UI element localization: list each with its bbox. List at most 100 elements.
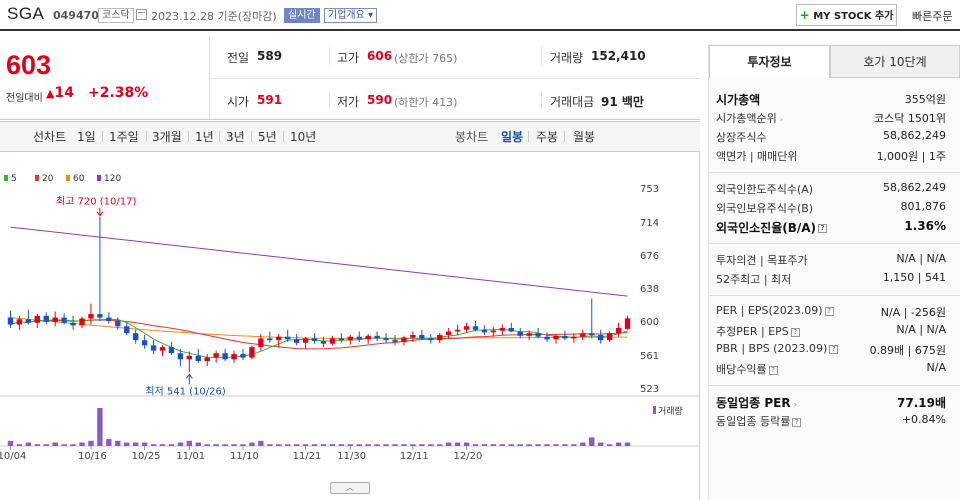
dividend-row: 배당수익률? N/A: [716, 361, 946, 380]
foreign-hold-row: 외국인보유주식수(B) 801,876: [716, 200, 946, 219]
volume-bar: [186, 440, 193, 446]
candle-body: [383, 338, 389, 341]
opinion-label: 투자의견 | 목표주가: [716, 254, 808, 267]
volume-bar: [580, 442, 586, 446]
realtime-button[interactable]: 실시간: [284, 8, 320, 23]
candle-body: [544, 336, 550, 340]
low-value: 590: [367, 93, 393, 107]
market-cap-rank-row: 시가총액순위 › 코스닥 1501위: [716, 110, 946, 129]
period-tab-1y[interactable]: 1년: [195, 130, 214, 144]
candle-body: [517, 331, 523, 336]
candle-body: [615, 328, 622, 334]
change-amount: ▲14: [46, 85, 74, 101]
candle-tab-weekly[interactable]: 주봉: [536, 130, 559, 144]
candle-body: [285, 336, 291, 340]
prev-close-value: 589: [257, 49, 283, 63]
candle-body: [338, 338, 345, 341]
amount-value: 91 백만: [601, 95, 644, 109]
candle-body: [410, 334, 416, 338]
expand-chart-handle[interactable]: ︿: [330, 482, 370, 494]
price-chart[interactable]: 5 20 60 120 753 714 676 638 600 561 523 최고 720 (10/…: [0, 152, 700, 500]
volume-legend-label: 거래량: [658, 405, 683, 417]
candle-body: [52, 317, 58, 322]
chevron-right-icon[interactable]: ›: [779, 115, 783, 124]
volume-bar: [249, 442, 255, 446]
period-tab-3y[interactable]: 3년: [226, 130, 245, 144]
volume-bar: [115, 440, 121, 446]
low-label: 저가: [337, 95, 360, 109]
volume-bar: [481, 444, 488, 446]
candle-body: [598, 334, 604, 341]
candle-body: [571, 336, 577, 339]
chevron-right-icon[interactable]: ›: [793, 400, 797, 409]
period-tab-3m[interactable]: 3개월: [152, 130, 182, 144]
tab-orderbook[interactable]: 호가 10단계: [830, 45, 960, 78]
period-tab-5y[interactable]: 5년: [258, 130, 277, 144]
week52-label: 52주최고 | 최저: [716, 273, 792, 286]
volume-bar: [16, 444, 23, 446]
market-cap-rank-label: 시가총액순위 ›: [716, 110, 783, 126]
tab-invest-info[interactable]: 투자정보: [709, 45, 830, 78]
candle-tab-monthly[interactable]: 월봉: [573, 130, 596, 144]
market-cap-rank-value: 코스닥 1501위: [874, 112, 946, 125]
volume-bar: [589, 437, 595, 446]
quick-order-link[interactable]: 빠른주문: [912, 10, 953, 23]
legend-label-ma120: 120: [104, 174, 121, 184]
change-rate: +2.38%: [88, 85, 149, 101]
company-info-dropdown[interactable]: 기업개요 ▾: [324, 8, 377, 23]
volume-bar: [383, 444, 389, 446]
volume-bar: [258, 440, 264, 446]
volume-bar: [150, 444, 157, 446]
x-tick-label: 11/21: [293, 451, 322, 462]
candle-body: [329, 338, 336, 344]
foreign-limit-row: 외국인한도주식수(A) 58,862,249: [716, 181, 946, 200]
candle-tab-daily[interactable]: 일봉: [501, 130, 524, 144]
help-icon[interactable]: ?: [792, 417, 802, 427]
candle-body: [463, 326, 470, 330]
week52-value: 1,150 | 541: [882, 271, 946, 284]
volume-bar: [132, 442, 139, 446]
tab-separator: [188, 131, 189, 142]
volume-bar: [204, 444, 210, 446]
volume-bar: [285, 444, 291, 446]
opinion-value: N/A | N/A: [896, 252, 946, 265]
candle-body: [320, 341, 327, 344]
volume-bar: [606, 444, 613, 446]
volume-bar: [347, 444, 353, 446]
market-cap-row: 시가총액 355억원: [716, 91, 946, 110]
candle-body: [553, 335, 559, 340]
stock-name: SGA: [7, 4, 45, 23]
foreign-hold-value: 801,876: [900, 200, 947, 213]
help-icon[interactable]: ?: [790, 327, 800, 337]
tab-separator: [102, 131, 103, 142]
period-tab-1d[interactable]: 1일: [77, 130, 96, 144]
help-icon[interactable]: ?: [829, 344, 839, 354]
period-tab-10y[interactable]: 10년: [290, 130, 317, 144]
ma60-line: [10, 317, 628, 339]
help-icon[interactable]: ?: [768, 365, 778, 375]
calendar-icon: [136, 9, 147, 20]
mystock-add-button[interactable]: + MY STOCK 추가: [796, 4, 897, 26]
volume-bar: [267, 444, 273, 446]
prev-close-label: 전일: [227, 51, 250, 65]
panel-divider: [709, 295, 960, 296]
candle-body: [195, 355, 201, 362]
current-price: 603: [6, 50, 52, 80]
volume-bar: [356, 444, 362, 446]
legend-label-ma60: 60: [73, 174, 85, 184]
candle-body: [454, 329, 461, 332]
volume-bar: [293, 444, 300, 446]
open-value: 591: [257, 93, 283, 107]
help-icon[interactable]: ?: [824, 306, 834, 316]
x-tick-label: 12/20: [454, 451, 483, 462]
x-tick-label: 10/25: [132, 451, 161, 462]
legend-swatch-ma20: [35, 175, 39, 181]
volume-bar: [276, 444, 282, 446]
dividend-label: 배당수익률?: [716, 361, 778, 377]
volume-bar: [499, 444, 506, 446]
help-icon[interactable]: ?: [818, 224, 828, 233]
volume-bar: [553, 444, 559, 446]
period-tab-1w[interactable]: 1주일: [109, 130, 139, 144]
y-tick-label: 753: [640, 184, 659, 195]
x-tick-label: 10/16: [78, 451, 107, 462]
